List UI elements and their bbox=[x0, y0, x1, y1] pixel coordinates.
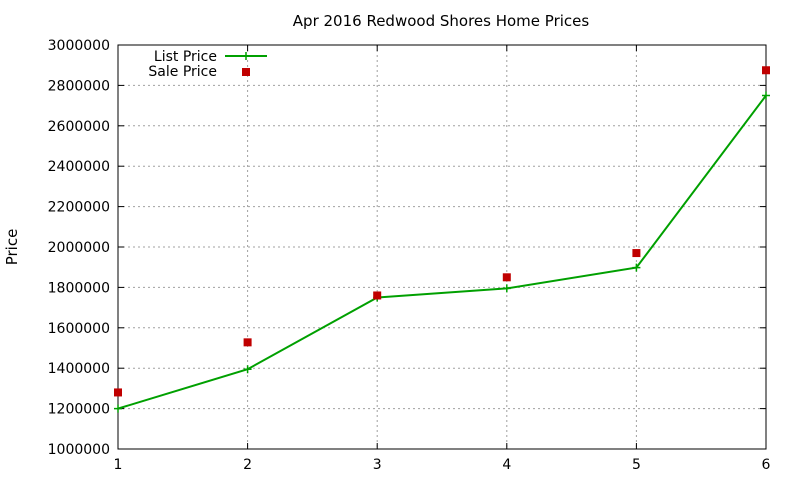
series-line-list-price bbox=[117, 94, 767, 410]
sale-price-point bbox=[114, 388, 122, 397]
list-price-point bbox=[762, 91, 770, 100]
axis-ticks: 1 2 3 4 5 6 1000000 1200000 1400000 1600000 180000… bbox=[48, 38, 771, 473]
x-tick-label: 2 bbox=[243, 457, 252, 473]
legend-marker-sale-price bbox=[242, 68, 250, 76]
x-tick-label: 3 bbox=[373, 457, 382, 473]
sale-price-point bbox=[502, 273, 511, 282]
x-tick-label: 1 bbox=[114, 457, 123, 473]
legend-label-list-price: List Price bbox=[154, 49, 217, 65]
legend-label-sale-price: Sale Price bbox=[148, 64, 217, 80]
grid bbox=[118, 45, 766, 449]
y-tick-label: 1800000 bbox=[48, 280, 110, 296]
sale-price-point bbox=[632, 249, 641, 258]
y-tick-label: 2000000 bbox=[48, 240, 110, 256]
list-price-point bbox=[632, 263, 641, 272]
x-tick-label: 6 bbox=[762, 457, 771, 473]
y-tick-label: 2600000 bbox=[48, 119, 110, 135]
chart-title: Apr 2016 Redwood Shores Home Prices bbox=[293, 12, 590, 30]
y-tick-label: 3000000 bbox=[48, 38, 110, 54]
y-tick-label: 2400000 bbox=[48, 159, 110, 175]
y-tick-label: 1400000 bbox=[48, 361, 110, 377]
y-tick-label: 2200000 bbox=[48, 200, 110, 216]
sale-price-point bbox=[243, 338, 252, 347]
x-tick-label: 5 bbox=[632, 457, 641, 473]
sale-price-point bbox=[373, 291, 382, 300]
list-price-point bbox=[243, 365, 252, 374]
y-axis-label: Price bbox=[3, 229, 21, 266]
y-tick-label: 1200000 bbox=[48, 402, 110, 418]
sale-price-point bbox=[762, 66, 770, 75]
y-tick-label: 1000000 bbox=[48, 442, 110, 458]
x-tick-label: 4 bbox=[502, 457, 511, 473]
y-tick-label: 1600000 bbox=[48, 321, 110, 337]
series-layer bbox=[114, 66, 770, 413]
list-price-point bbox=[114, 404, 122, 413]
legend: List Price Sale Price bbox=[148, 49, 267, 80]
list-price-point bbox=[502, 284, 511, 293]
y-tick-label: 2800000 bbox=[48, 78, 110, 94]
legend-marker-list-price bbox=[242, 52, 250, 60]
